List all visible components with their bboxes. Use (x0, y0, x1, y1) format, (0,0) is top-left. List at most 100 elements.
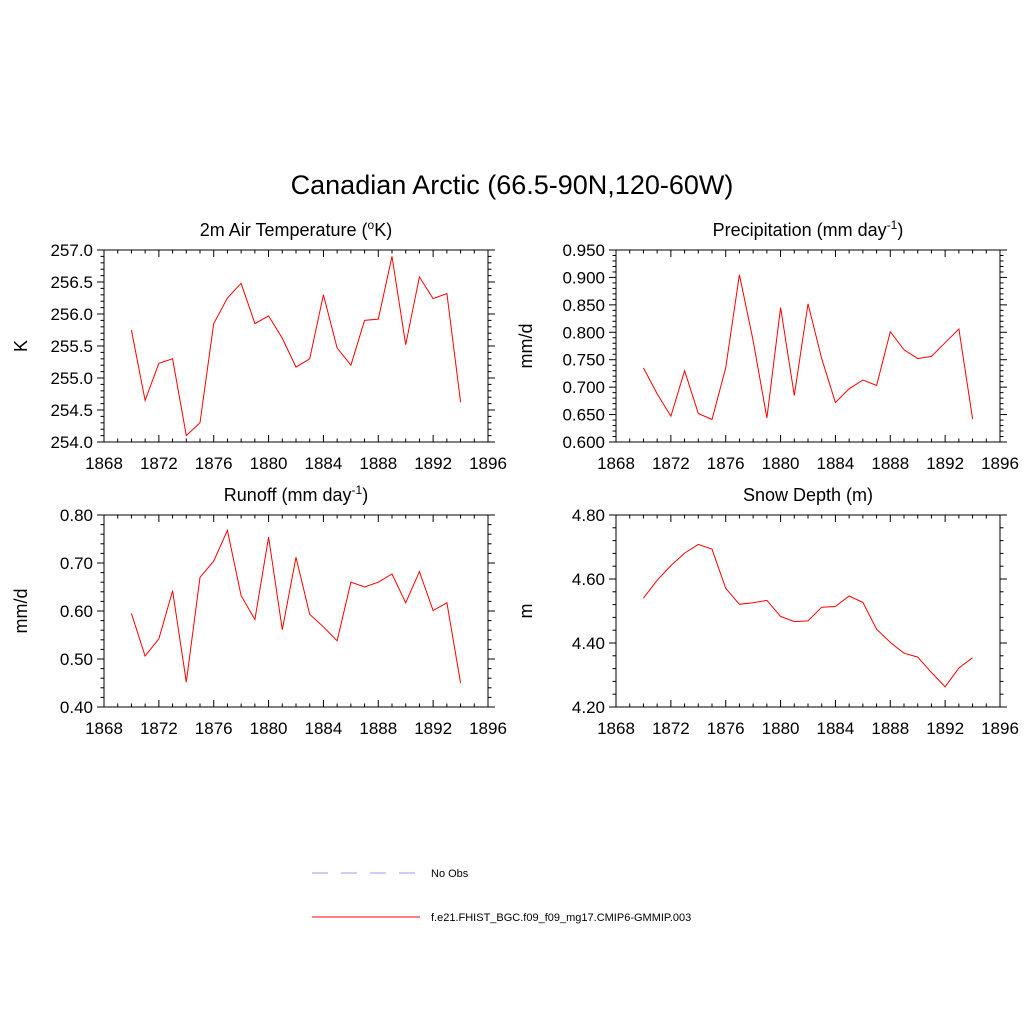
x-tick-label: 1888 (359, 719, 397, 738)
data-point (917, 358, 919, 360)
y-tick-label: 0.650 (562, 406, 605, 425)
panel-title: Runoff (mm day-1) (224, 483, 368, 505)
y-tick-label: 0.800 (562, 323, 605, 342)
data-point (752, 602, 754, 604)
data-point (670, 565, 672, 567)
y-tick-label: 4.20 (572, 698, 605, 717)
panel-title-superscript: -1 (887, 218, 898, 232)
data-point (643, 367, 645, 369)
data-point (309, 614, 311, 616)
data-point (172, 358, 174, 360)
x-tick-label: 1888 (871, 454, 909, 473)
data-point (199, 577, 201, 579)
x-tick-label: 1872 (140, 454, 178, 473)
data-point (944, 342, 946, 344)
series-line (130, 528, 462, 684)
x-tick-label: 1868 (597, 454, 635, 473)
x-tick-label: 1896 (981, 454, 1019, 473)
chart-panel-3: 1868 1872 1876 1880 1884 1888 1892 1896 0.40 0.50… (11, 483, 507, 738)
data-point (240, 595, 242, 597)
data-point (131, 329, 133, 331)
data-point (711, 548, 713, 550)
x-tick-label: 1884 (817, 719, 855, 738)
data-point (185, 435, 187, 437)
data-point (725, 367, 727, 369)
panel-title: Snow Depth (m) (743, 485, 873, 505)
x-tick-label: 1868 (85, 719, 123, 738)
data-point (903, 652, 905, 654)
y-tick-label: 0.600 (562, 433, 605, 452)
data-point (848, 595, 850, 597)
x-tick-label: 1880 (762, 454, 800, 473)
x-tick-label: 1876 (707, 454, 745, 473)
data-point (432, 298, 434, 300)
panel-title-superscript: o (368, 218, 375, 232)
data-point (419, 276, 421, 278)
data-point (917, 656, 919, 658)
x-tick-label: 1892 (926, 719, 964, 738)
y-axis-label: mm/d (516, 324, 536, 369)
data-point (711, 419, 713, 421)
data-point (862, 379, 864, 381)
data-point (460, 402, 462, 404)
data-point (213, 323, 215, 325)
x-tick-label: 1876 (195, 454, 233, 473)
series-line (643, 543, 973, 688)
series-line (130, 256, 462, 437)
data-point (793, 621, 795, 623)
data-point (684, 552, 686, 554)
data-point (350, 581, 352, 583)
data-point (295, 556, 297, 558)
data-point (643, 597, 645, 599)
data-point (227, 297, 229, 299)
x-tick-label: 1884 (817, 454, 855, 473)
legend: No Obs f.e21.FHIST_BGC.f09_f09_mg17.CMIP6… (312, 868, 691, 924)
legend-label-no-obs: No Obs (431, 868, 469, 880)
data-point (780, 616, 782, 618)
y-tick-label: 0.850 (562, 296, 605, 315)
y-tick-label: 0.950 (562, 241, 605, 260)
x-tick-label: 1892 (414, 719, 452, 738)
data-point (336, 347, 338, 349)
data-point (835, 402, 837, 404)
y-tick-label: 256.5 (50, 273, 93, 292)
x-tick-label: 1880 (762, 719, 800, 738)
y-axis-label: m (516, 604, 536, 619)
data-point (213, 560, 215, 562)
data-point (944, 686, 946, 688)
data-point (807, 620, 809, 622)
x-tick-label: 1884 (305, 454, 343, 473)
data-point (889, 331, 891, 333)
data-point (144, 400, 146, 402)
data-point (725, 587, 727, 589)
data-point (254, 323, 256, 325)
data-point (766, 417, 768, 419)
data-point (377, 318, 379, 320)
data-point (958, 667, 960, 669)
y-tick-label: 256.0 (50, 305, 93, 324)
data-point (931, 356, 933, 358)
data-point (364, 586, 366, 588)
y-axis-label: mm/d (11, 589, 31, 634)
data-point (889, 642, 891, 644)
data-point (405, 602, 407, 604)
y-tick-label: 255.0 (50, 369, 93, 388)
data-point (848, 388, 850, 390)
series-line (642, 274, 974, 421)
data-point (876, 385, 878, 387)
data-point (821, 358, 823, 360)
panel-title: Precipitation (mm day-1) (713, 218, 904, 240)
data-point (144, 655, 146, 657)
data-point (876, 628, 878, 630)
data-point (697, 413, 699, 415)
x-tick-label: 1872 (652, 719, 690, 738)
data-point (807, 303, 809, 305)
x-tick-label: 1888 (359, 454, 397, 473)
y-tick-label: 4.60 (572, 570, 605, 589)
x-tick-label: 1896 (981, 719, 1019, 738)
x-tick-label: 1876 (195, 719, 233, 738)
data-point (752, 340, 754, 342)
panel-title-suffix: ) (897, 220, 903, 240)
data-point (323, 294, 325, 296)
chart-panel-2: 1868 1872 1876 1880 1884 1888 1892 1896 0.600 0.6… (516, 218, 1019, 473)
